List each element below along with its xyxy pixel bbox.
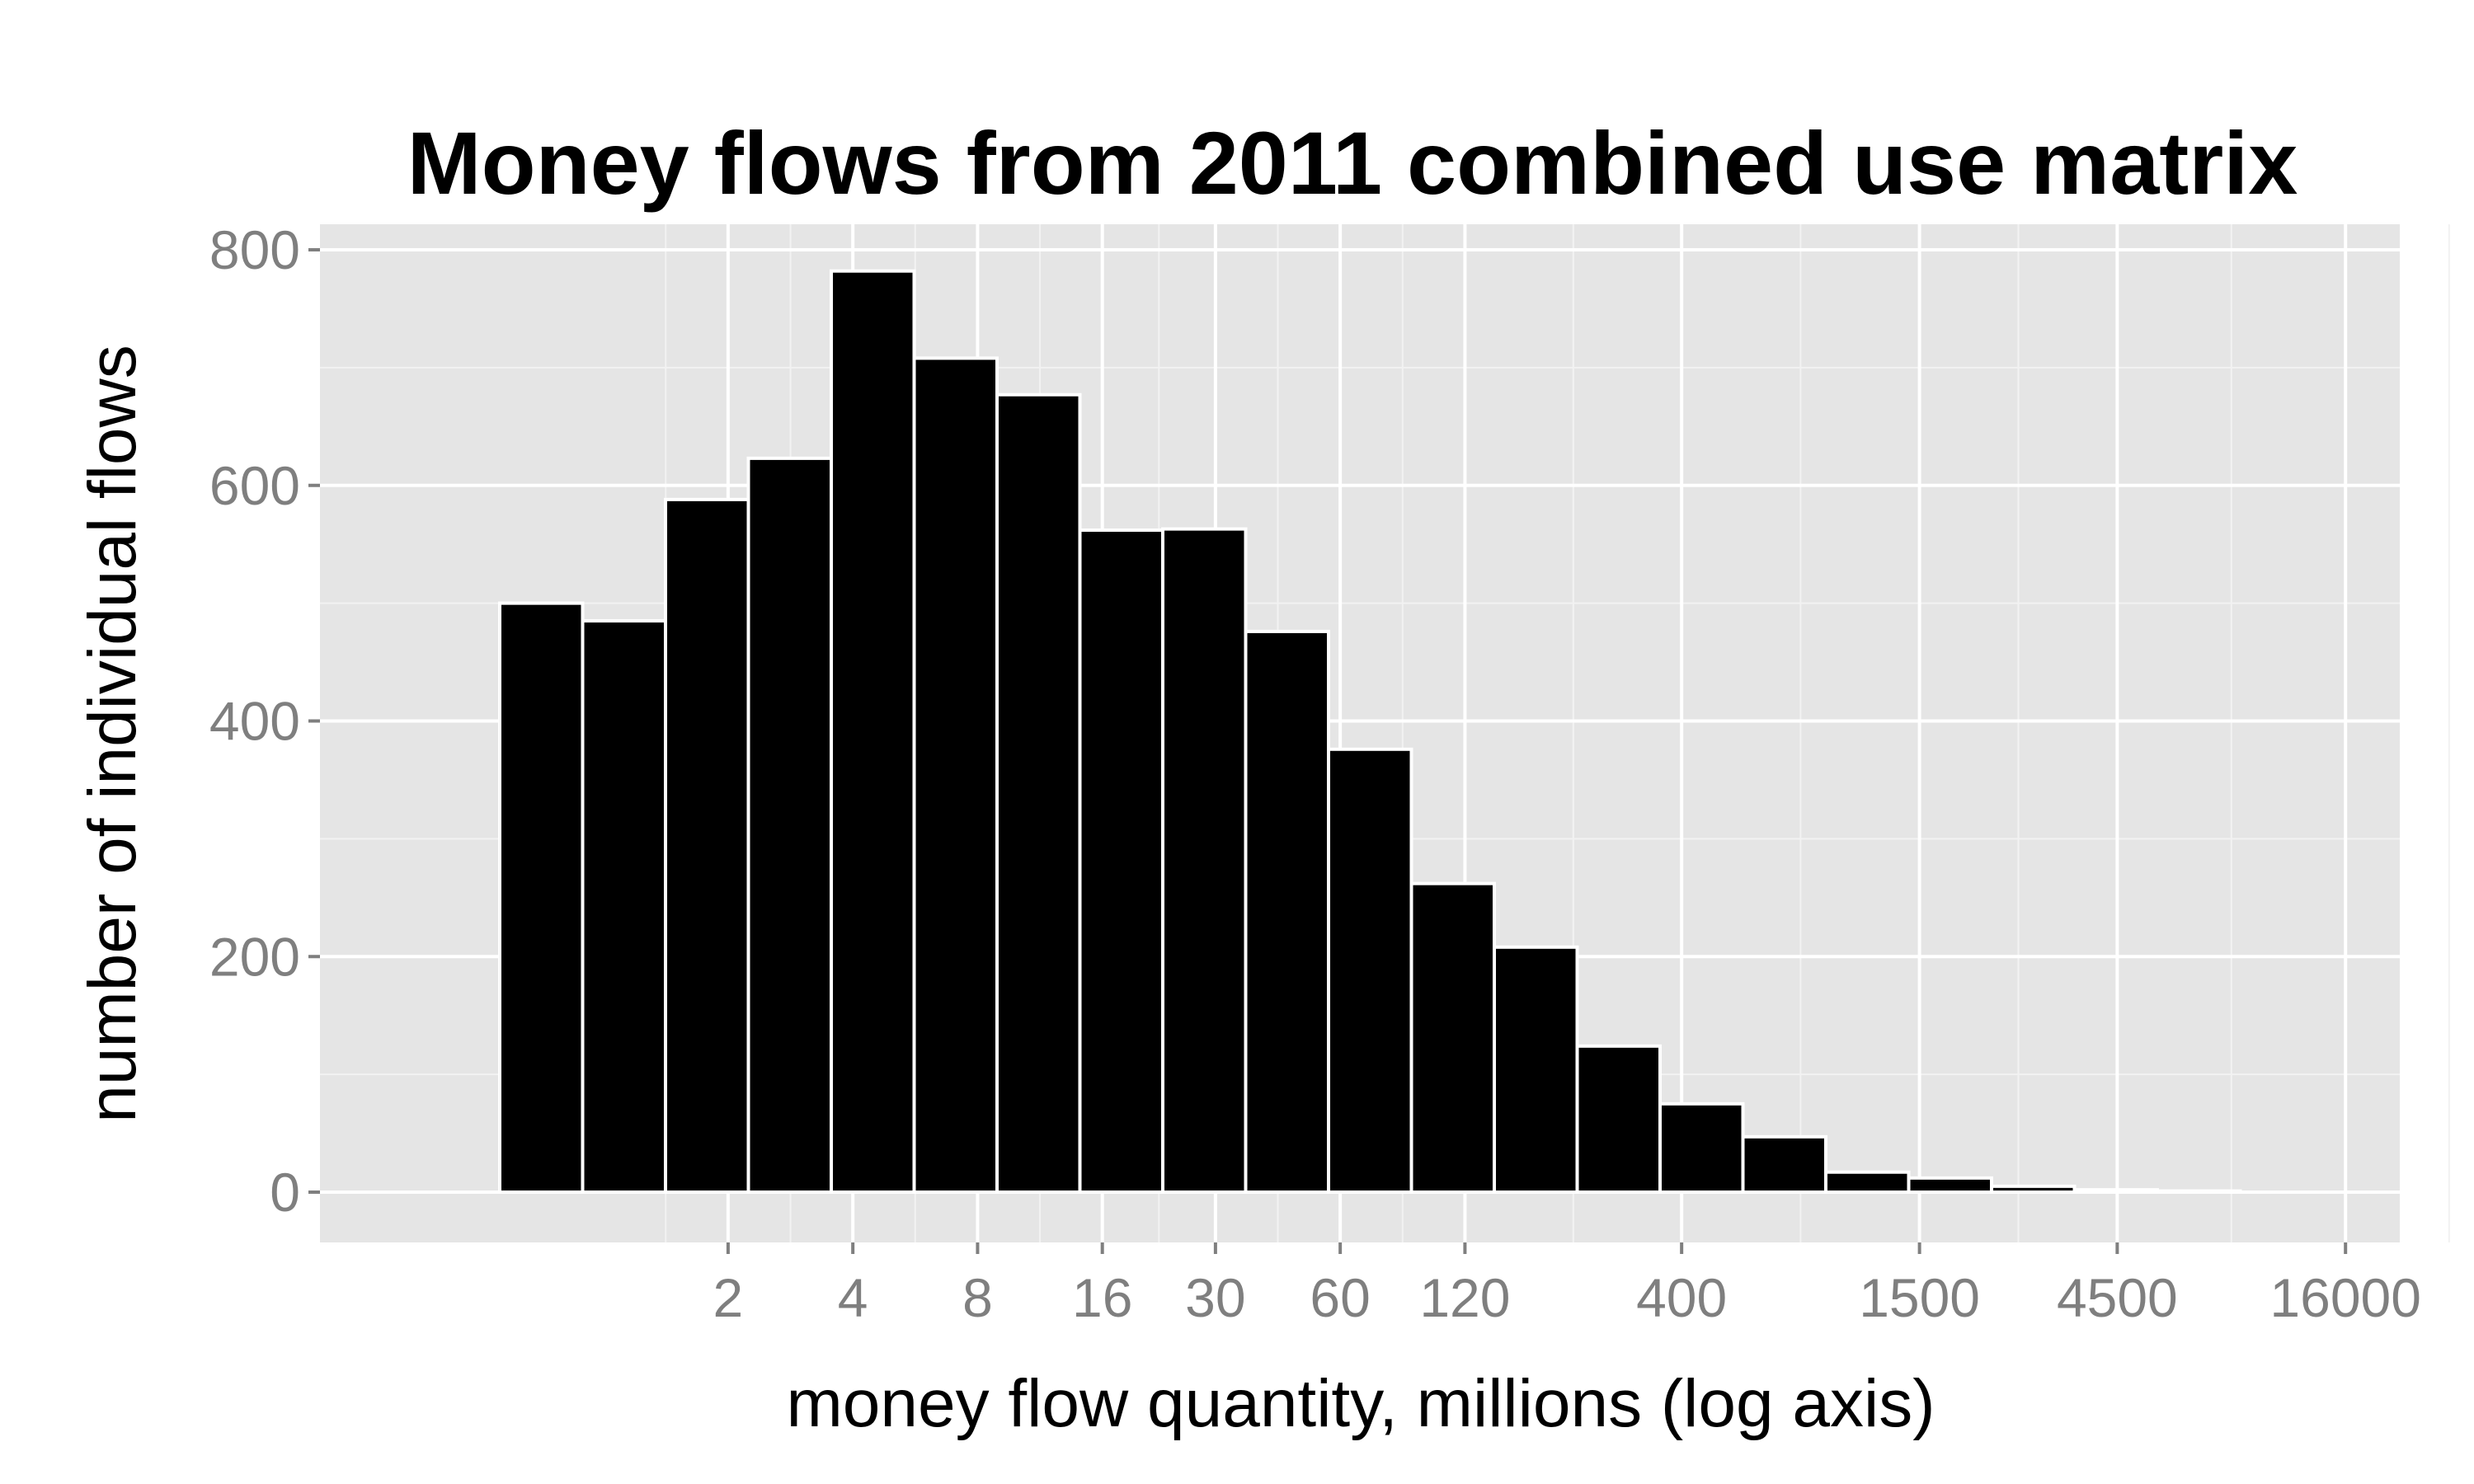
y-tick-label: 800 [209, 219, 300, 280]
x-tick-label: 8 [962, 1267, 993, 1328]
chart-title: Money flows from 2011 combined use matri… [407, 113, 2298, 213]
x-tick-label: 16000 [2269, 1267, 2421, 1328]
y-tick-label: 200 [209, 926, 300, 987]
y-tick-label: 600 [209, 455, 300, 516]
y-tick-label: 400 [209, 691, 300, 752]
histogram-bar [1161, 527, 1248, 1194]
histogram-bar [995, 392, 1082, 1194]
x-tick-label: 120 [1419, 1267, 1510, 1328]
x-tick-label: 1500 [1859, 1267, 1980, 1328]
x-axis-title: money flow quantity, millions (log axis) [787, 1366, 1935, 1441]
histogram-bar [1575, 1044, 1662, 1194]
x-axis-ticks: 2 4 8 16 30 60 120 400 1500 4500 16000 [713, 1242, 2421, 1328]
histogram-bar [912, 356, 999, 1194]
x-tick-label: 16 [1072, 1267, 1132, 1328]
histogram-bar [1078, 528, 1164, 1194]
x-tick-label: 4500 [2057, 1267, 2178, 1328]
histogram-bar [1990, 1184, 2077, 1194]
histogram-bar [746, 456, 833, 1194]
histogram-bar [1658, 1101, 1745, 1194]
histogram-bar [498, 601, 585, 1194]
histogram-bar [830, 269, 916, 1194]
x-tick-label: 400 [1636, 1267, 1727, 1328]
y-axis-ticks: 0 200 400 600 800 [209, 219, 320, 1223]
histogram-bars [498, 269, 2242, 1195]
y-axis-title: number of individual flows [75, 345, 150, 1122]
histogram-bar [1824, 1170, 1911, 1195]
histogram-bar [581, 619, 667, 1194]
x-tick-label: 4 [838, 1267, 868, 1328]
histogram-bar [1493, 945, 1579, 1194]
histogram-bar [1244, 629, 1330, 1194]
x-tick-label: 30 [1185, 1267, 1245, 1328]
histogram-bar [2156, 1189, 2242, 1195]
histogram-bar [1409, 881, 1496, 1194]
histogram-bar [1741, 1134, 1827, 1195]
histogram-bar [1327, 747, 1413, 1194]
y-tick-label: 0 [270, 1162, 300, 1223]
x-tick-label: 60 [1310, 1267, 1370, 1328]
x-tick-label: 2 [713, 1267, 744, 1328]
histogram-bar [1907, 1176, 1993, 1194]
histogram-bar [664, 497, 750, 1194]
histogram-bar [2072, 1188, 2159, 1194]
